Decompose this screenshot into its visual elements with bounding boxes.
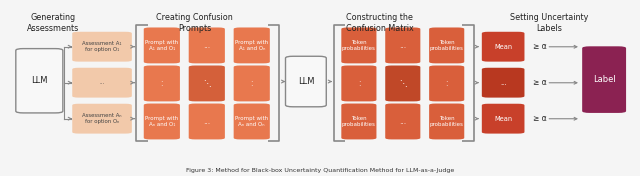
Text: Assessment Aₙ
for option Oₙ: Assessment Aₙ for option Oₙ xyxy=(83,113,122,124)
Text: ⋱: ⋱ xyxy=(203,79,211,88)
Text: LLM: LLM xyxy=(31,76,47,85)
FancyBboxPatch shape xyxy=(144,65,180,101)
FancyBboxPatch shape xyxy=(341,27,376,63)
Text: Token
probabilities: Token probabilities xyxy=(342,40,376,51)
FancyBboxPatch shape xyxy=(482,68,524,98)
FancyBboxPatch shape xyxy=(341,65,376,101)
Text: ...: ... xyxy=(399,41,406,50)
FancyBboxPatch shape xyxy=(482,32,524,62)
Text: ≥ α: ≥ α xyxy=(533,78,547,87)
Text: ...: ... xyxy=(500,80,506,86)
Text: Prompt with
A₁ and Oₙ: Prompt with A₁ and Oₙ xyxy=(235,40,268,51)
Text: Token
probabilities: Token probabilities xyxy=(342,116,376,127)
Text: Mean: Mean xyxy=(494,116,512,122)
FancyBboxPatch shape xyxy=(234,103,270,139)
Text: Prompt with
A₁ and O₁: Prompt with A₁ and O₁ xyxy=(145,40,179,51)
Text: :: : xyxy=(161,79,163,88)
Text: Prompt with
Aₙ and Oₙ: Prompt with Aₙ and Oₙ xyxy=(235,116,268,127)
Text: Prompt with
Aₙ and O₁: Prompt with Aₙ and O₁ xyxy=(145,116,179,127)
FancyBboxPatch shape xyxy=(189,103,225,139)
FancyBboxPatch shape xyxy=(582,46,626,113)
FancyBboxPatch shape xyxy=(385,65,420,101)
Text: LLM: LLM xyxy=(298,77,314,86)
FancyBboxPatch shape xyxy=(189,65,225,101)
FancyBboxPatch shape xyxy=(385,103,420,139)
Text: Token
probabilities: Token probabilities xyxy=(429,40,463,51)
Text: ...: ... xyxy=(399,117,406,126)
Text: ≥ α: ≥ α xyxy=(533,114,547,123)
Text: Assessment A₁
for option O₁: Assessment A₁ for option O₁ xyxy=(83,41,122,52)
Text: Mean: Mean xyxy=(494,44,512,50)
Text: ...: ... xyxy=(204,117,211,126)
Text: Generating
Assessments: Generating Assessments xyxy=(28,13,79,33)
FancyBboxPatch shape xyxy=(341,103,376,139)
FancyBboxPatch shape xyxy=(16,49,63,113)
Text: ...: ... xyxy=(204,41,211,50)
FancyBboxPatch shape xyxy=(144,27,180,63)
Text: ...: ... xyxy=(99,80,105,85)
Text: Creating Confusion
Prompts: Creating Confusion Prompts xyxy=(156,13,233,33)
Text: Token
probabilities: Token probabilities xyxy=(429,116,463,127)
FancyBboxPatch shape xyxy=(189,27,225,63)
Text: ≥ α: ≥ α xyxy=(533,42,547,51)
Text: :: : xyxy=(445,79,448,88)
FancyBboxPatch shape xyxy=(72,32,132,62)
Text: :: : xyxy=(358,79,360,88)
FancyBboxPatch shape xyxy=(234,65,270,101)
FancyBboxPatch shape xyxy=(429,103,464,139)
FancyBboxPatch shape xyxy=(482,104,524,134)
FancyBboxPatch shape xyxy=(285,56,326,107)
Text: Label: Label xyxy=(593,75,616,84)
FancyBboxPatch shape xyxy=(385,27,420,63)
Text: :: : xyxy=(250,79,253,88)
FancyBboxPatch shape xyxy=(234,27,270,63)
FancyBboxPatch shape xyxy=(429,65,464,101)
Text: Figure 3: Method for Black-box Uncertainty Quantification Method for LLM-as-a-Ju: Figure 3: Method for Black-box Uncertain… xyxy=(186,168,454,173)
FancyBboxPatch shape xyxy=(72,104,132,134)
Text: Setting Uncertainty
Labels: Setting Uncertainty Labels xyxy=(509,13,588,33)
FancyBboxPatch shape xyxy=(144,103,180,139)
FancyBboxPatch shape xyxy=(72,68,132,98)
FancyBboxPatch shape xyxy=(429,27,464,63)
Text: Constructing the
Confusion Matrix: Constructing the Confusion Matrix xyxy=(346,13,413,33)
Text: ⋱: ⋱ xyxy=(399,79,406,88)
